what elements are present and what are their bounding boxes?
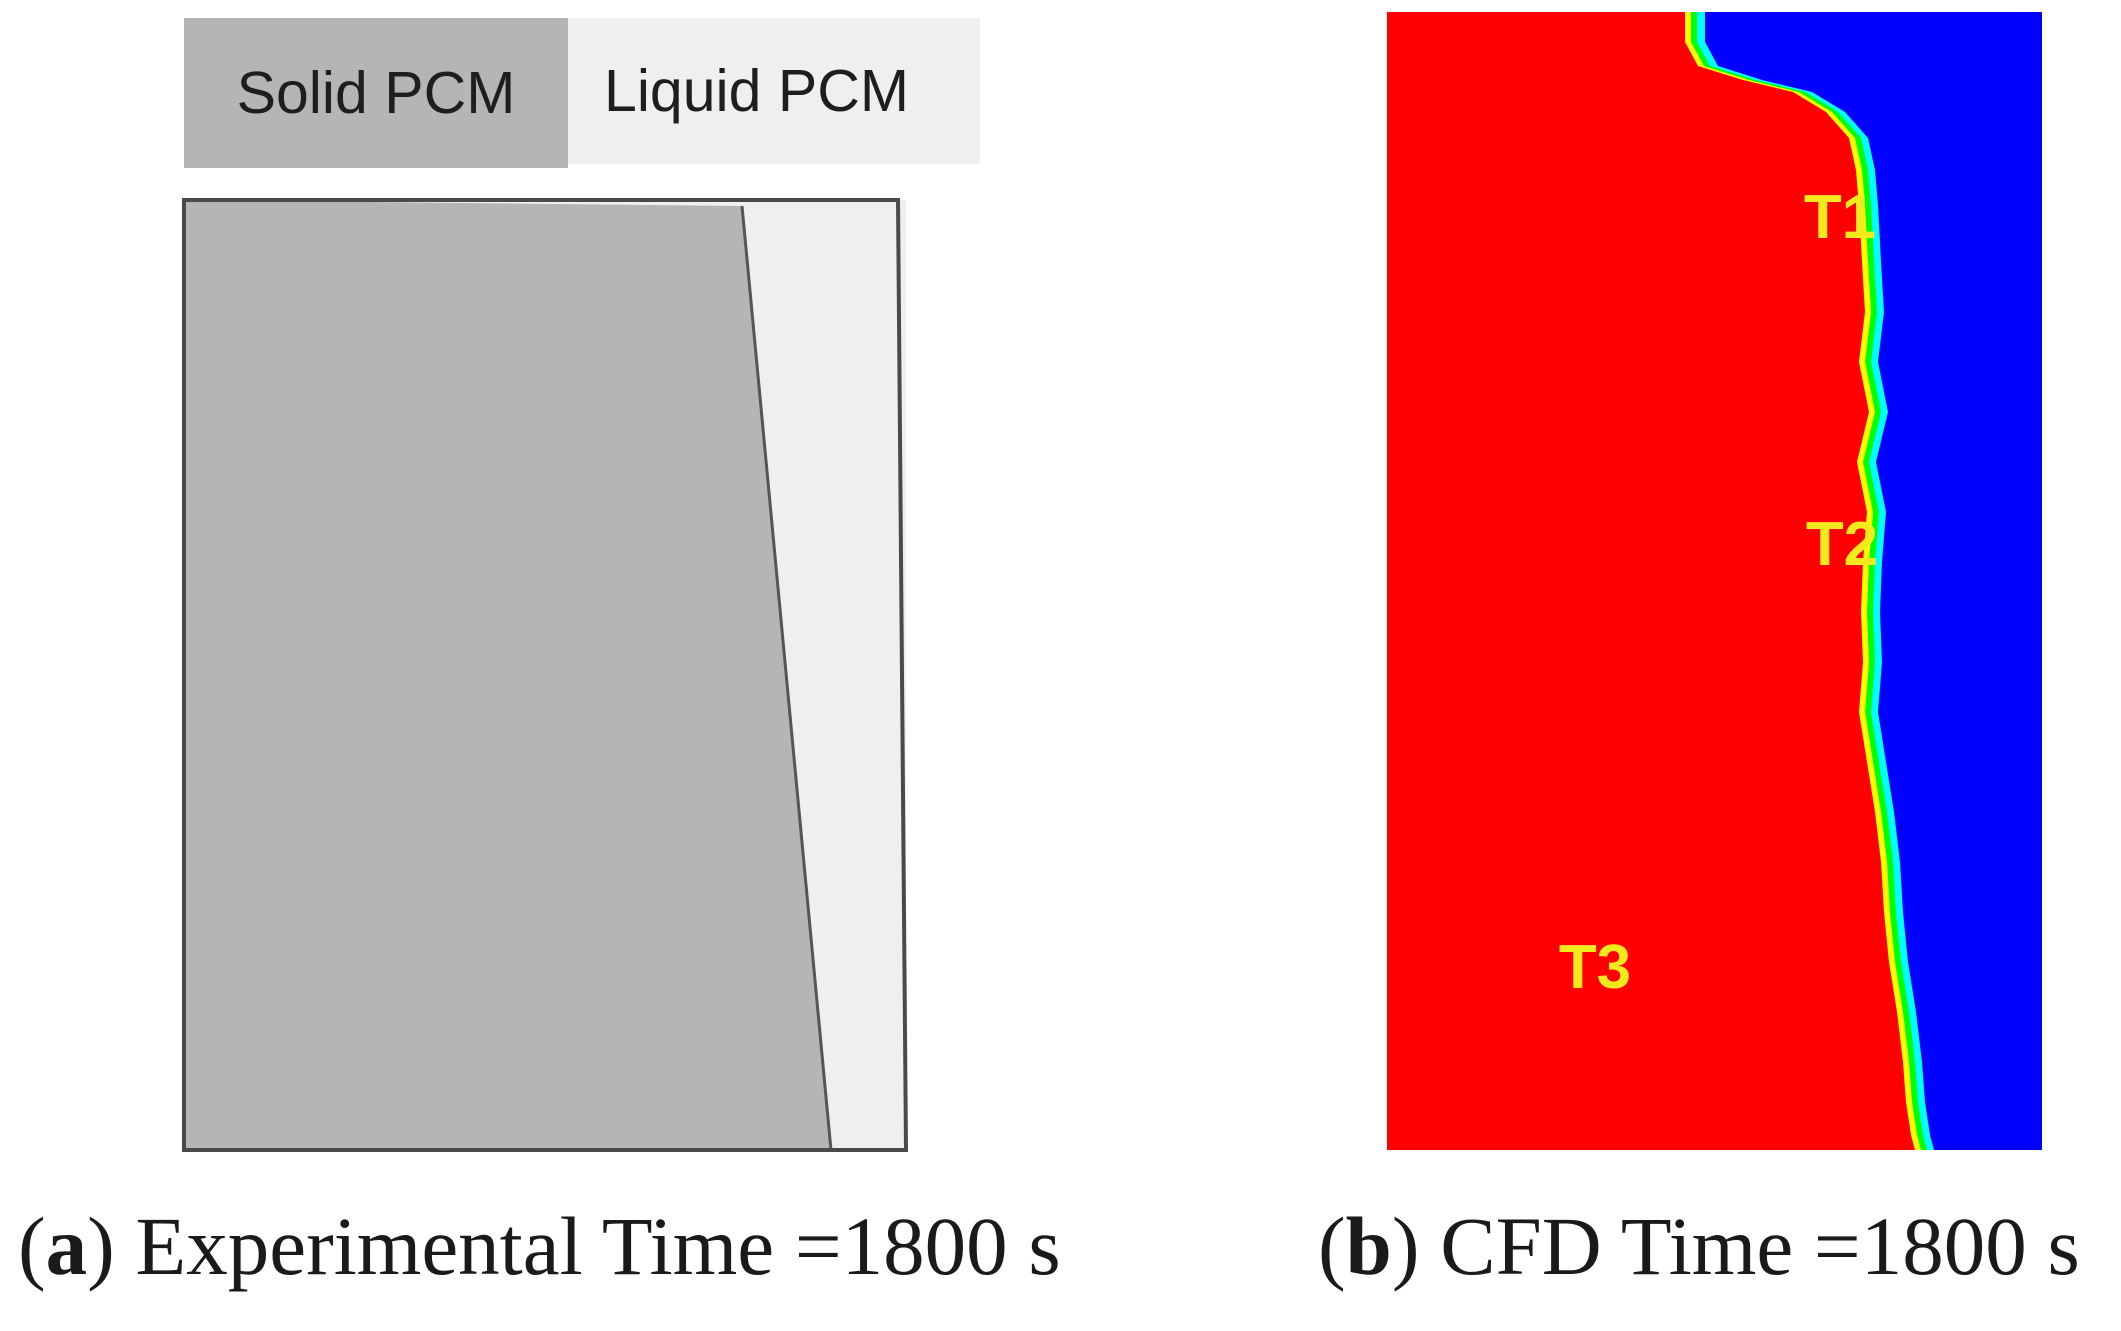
- probe-label-t2: T2: [1806, 510, 1878, 579]
- caption-a-text: ) Experimental Time =1800 s: [87, 1200, 1061, 1292]
- solid-region: [184, 200, 831, 1150]
- panel-cfd: T1 T2 T3 (b) CFD Time =1800 s: [1300, 0, 2121, 1331]
- caption-b-text: ) CFD Time =1800 s: [1391, 1200, 2080, 1292]
- caption-b: (b) CFD Time =1800 s: [1318, 1200, 2080, 1292]
- caption-a: (a) Experimental Time =1800 s: [18, 1200, 1061, 1292]
- legend-solid-label: Solid PCM: [236, 60, 516, 126]
- cfd-liquid-region: [1387, 12, 1915, 1150]
- probe-label-t1: T1: [1804, 183, 1876, 252]
- cfd-contour: T1 T2 T3: [1387, 12, 2042, 1150]
- container-outline: [182, 198, 909, 1152]
- caption-b-letter: b: [1345, 1200, 1392, 1292]
- legend-liquid-label: Liquid PCM: [604, 58, 909, 124]
- melt-front-line: [740, 205, 833, 1151]
- experimental-diagram: [182, 198, 909, 1152]
- caption-a-letter: a: [45, 1200, 88, 1292]
- panel-experimental: Solid PCM Liquid PCM (a) Experimental Ti…: [18, 18, 1061, 1292]
- probe-label-t3: T3: [1559, 933, 1631, 1002]
- legend-liquid-pcm: Liquid PCM: [568, 18, 980, 164]
- legend-solid-pcm: Solid PCM: [184, 18, 568, 168]
